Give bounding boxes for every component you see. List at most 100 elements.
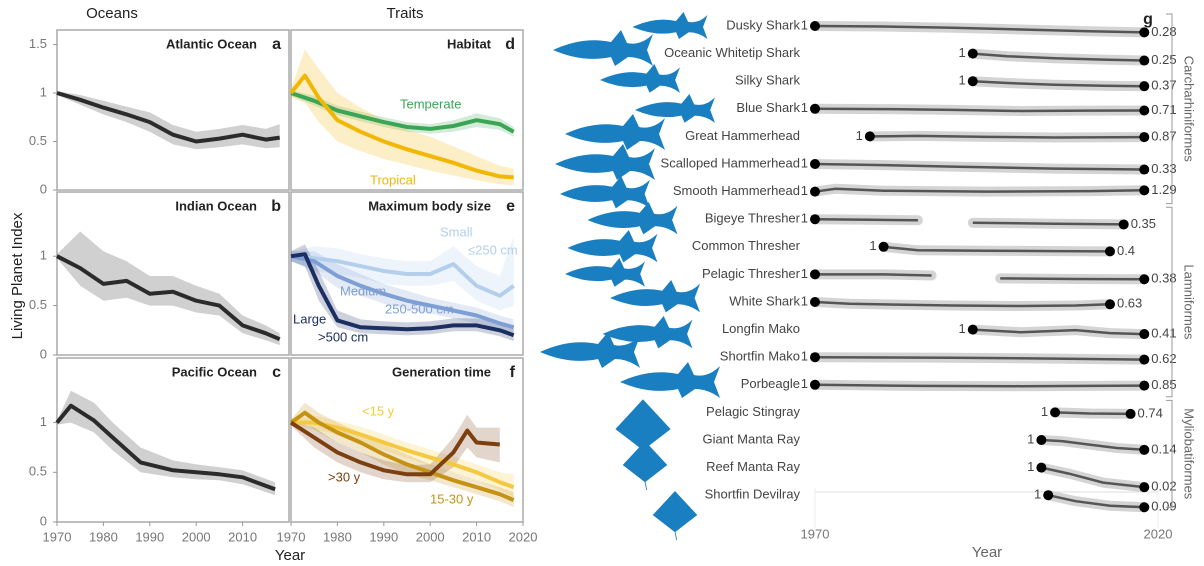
end-point <box>1139 132 1149 142</box>
shark-icon <box>553 30 653 66</box>
start-point <box>810 187 820 197</box>
end-point <box>1139 329 1149 339</box>
series-sublabel: 250-500 cm <box>385 301 454 316</box>
end-point <box>1105 246 1115 256</box>
y-tick-label: 0.5 <box>29 133 47 148</box>
x-tick-label: 2000 <box>416 529 445 544</box>
start-value: 1 <box>801 155 808 170</box>
start-value: 1 <box>801 349 808 364</box>
start-point <box>968 49 978 59</box>
series-label: Small <box>440 224 473 239</box>
x-tick-label: 1990 <box>135 529 164 544</box>
series-label: >30 y <box>328 469 361 484</box>
panel-frame <box>57 30 289 190</box>
species-name: White Shark <box>729 293 800 308</box>
x-tick-label: 1970 <box>277 529 306 544</box>
ray-icon <box>653 492 696 540</box>
panel-frame <box>57 358 289 522</box>
ray-icon <box>623 442 666 490</box>
start-value: 1 <box>801 17 808 32</box>
y-axis-label: Living Planet Index <box>9 212 26 339</box>
start-value: 1 <box>801 211 808 226</box>
end-point <box>1139 502 1149 512</box>
start-value: 1 <box>801 293 808 308</box>
panel-title: Maximum body size <box>368 198 491 213</box>
start-value: 1 <box>959 73 966 88</box>
end-point <box>1139 185 1149 195</box>
y-tick-label: 0 <box>40 513 47 528</box>
start-value: 1 <box>801 266 808 281</box>
panel-letter: f <box>510 364 516 381</box>
start-value: 1 <box>1027 431 1034 446</box>
species-name: Bigeye Thresher <box>705 211 801 226</box>
series-label: Tropical <box>370 172 416 187</box>
end-point <box>1139 482 1149 492</box>
shark-icon <box>635 94 715 123</box>
series-label: Large <box>293 311 326 326</box>
start-value: 1 <box>856 128 863 143</box>
series-label: 15-30 y <box>430 491 474 506</box>
end-value: 0.09 <box>1151 499 1176 514</box>
end-point <box>1139 445 1149 455</box>
series-sublabel: >500 cm <box>318 329 368 344</box>
species-name: Dusky Shark <box>726 17 800 32</box>
start-value: 1 <box>1034 487 1041 502</box>
species-name: Blue Shark <box>736 100 800 115</box>
x-tick-label: 1970 <box>43 529 72 544</box>
start-point <box>810 21 820 31</box>
shark-icon <box>620 362 720 398</box>
series-label: Temperate <box>400 96 461 111</box>
panel-title: Pacific Ocean <box>172 364 257 379</box>
start-point <box>968 325 978 335</box>
panel-title: Generation time <box>392 364 491 379</box>
trend-line <box>57 406 275 490</box>
start-value: 1 <box>869 238 876 253</box>
start-value: 1 <box>959 45 966 60</box>
end-point <box>1139 106 1149 116</box>
y-tick-label: 0.5 <box>29 464 47 479</box>
panel-title: Habitat <box>447 36 492 51</box>
shark-icon <box>568 230 658 262</box>
end-point <box>1119 219 1129 229</box>
end-value: 0.25 <box>1151 52 1176 67</box>
x-tick-label: 2010 <box>462 529 491 544</box>
panel-letter: c <box>272 364 281 381</box>
start-value: 1 <box>959 321 966 336</box>
species-name: Giant Manta Ray <box>702 431 800 446</box>
y-tick-label: 1.5 <box>29 36 47 51</box>
figure: Oceans Traits Living Planet Index Year 0… <box>0 0 1204 566</box>
shark-icon <box>588 202 678 234</box>
x-tick-label: 2020 <box>1144 526 1173 541</box>
start-point <box>1050 407 1060 417</box>
confidence-band <box>57 91 280 149</box>
y-tick-label: 0.5 <box>29 297 47 312</box>
end-point <box>1139 27 1149 37</box>
species-name: Longfin Mako <box>722 321 800 336</box>
trend-line <box>815 385 1144 386</box>
shark-icon <box>565 114 665 150</box>
y-tick-label: 1 <box>40 248 47 263</box>
group-bracket <box>1166 207 1172 397</box>
end-value: 0.14 <box>1151 441 1176 456</box>
shark-icon <box>555 144 655 180</box>
x-axis-label: Year <box>972 544 1002 561</box>
species-name: Porbeagle <box>741 376 800 391</box>
y-tick-label: 1 <box>40 414 47 429</box>
silhouettes <box>540 12 720 540</box>
end-value: 1.29 <box>1151 182 1176 197</box>
start-value: 1 <box>801 376 808 391</box>
panel-title: Indian Ocean <box>175 198 257 213</box>
species-name: Oceanic Whitetip Shark <box>664 45 800 60</box>
shark-icon <box>633 12 708 39</box>
panel-letter: d <box>505 36 515 53</box>
trend-line <box>1055 412 1131 414</box>
x-tick-label: 1970 <box>801 526 830 541</box>
start-point <box>1036 463 1046 473</box>
x-tick-label: 1980 <box>89 529 118 544</box>
end-point <box>1139 81 1149 91</box>
shark-icon <box>610 280 700 312</box>
shark-icon <box>560 176 650 208</box>
end-point <box>1139 355 1149 365</box>
group-name: Carcharhiniformes <box>1182 56 1197 163</box>
species-name: Great Hammerhead <box>685 128 800 143</box>
